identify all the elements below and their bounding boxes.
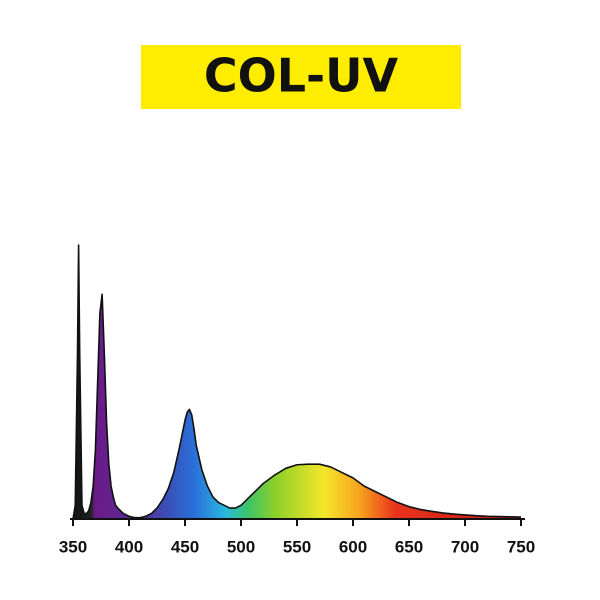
x-tick-label: 700: [451, 537, 479, 556]
x-tick-label: 350: [59, 537, 87, 556]
x-tick-label: 550: [283, 537, 311, 556]
spectrum-line: [72, 244, 522, 520]
x-tick-label: 450: [171, 537, 199, 556]
title-box: [141, 45, 461, 109]
spectrum-fill: [73, 245, 521, 519]
chart-title: COL-UV: [204, 49, 399, 103]
x-tick-label: 650: [395, 537, 423, 556]
x-tick-label: 500: [227, 537, 255, 556]
x-tick-label: 400: [115, 537, 143, 556]
x-tick-label: 600: [339, 537, 367, 556]
x-tick-label: 750: [507, 537, 535, 556]
